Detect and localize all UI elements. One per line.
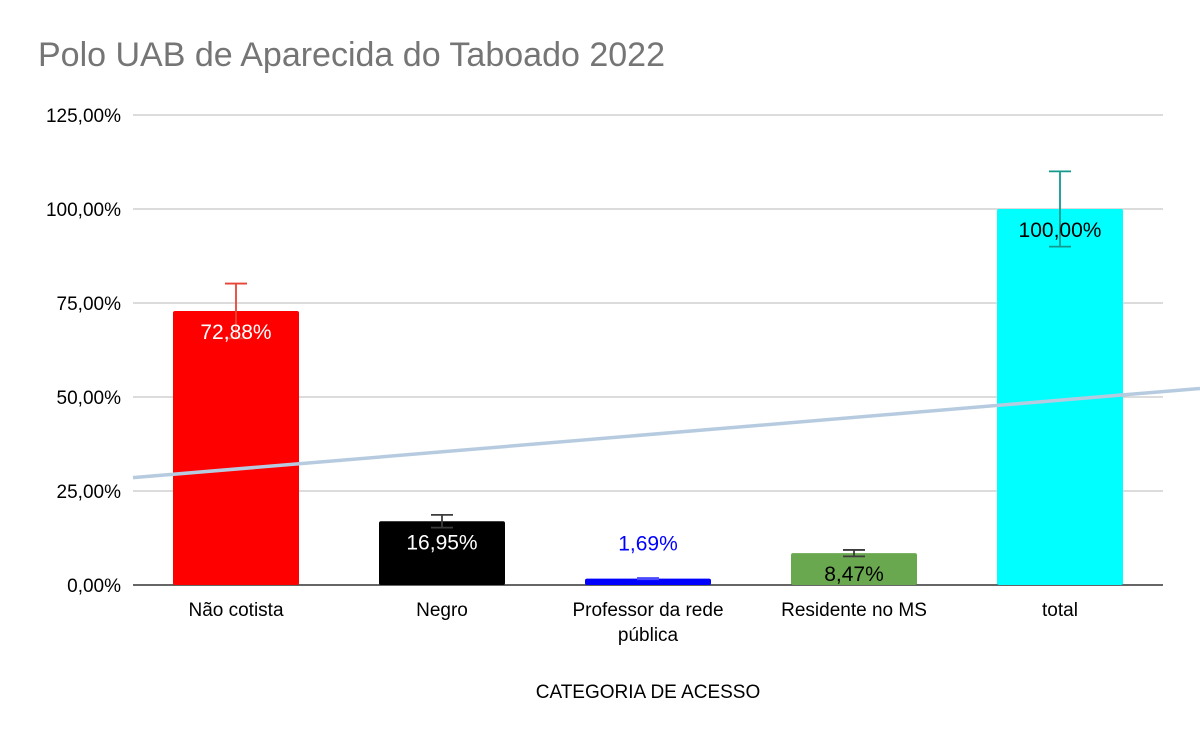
x-tick-label: Negro bbox=[416, 600, 468, 621]
bar bbox=[997, 209, 1123, 585]
trendline-layer bbox=[132, 386, 1200, 480]
bar bbox=[791, 553, 917, 585]
error-bar bbox=[637, 577, 659, 581]
trendline bbox=[132, 386, 1200, 480]
data-label: 1,69% bbox=[618, 533, 678, 556]
bar bbox=[173, 310, 299, 585]
error-bar bbox=[1049, 170, 1071, 248]
x-tick-label-line: total bbox=[1042, 600, 1078, 621]
x-tick-label: Não cotista bbox=[188, 600, 283, 621]
error-bar bbox=[225, 282, 247, 340]
y-tick-label: 0,00% bbox=[67, 576, 121, 597]
x-tick-label-line: Professor da rede bbox=[572, 600, 723, 621]
x-tick-label: Professor da rede pública bbox=[572, 600, 723, 646]
y-tick-label: 125,00% bbox=[46, 106, 121, 127]
error-bar bbox=[843, 549, 865, 558]
x-tick-label: Residente no MS bbox=[781, 600, 927, 621]
x-tick-label: total bbox=[1042, 600, 1078, 621]
bar bbox=[379, 521, 505, 585]
y-axis-ticks: 0,00% 25,00% 50,00% 75,00% 100,00% 125,00% bbox=[46, 106, 121, 597]
data-label: 100,00% bbox=[1019, 219, 1102, 242]
x-tick-label-line: pública bbox=[618, 625, 679, 646]
data-label: 8,47% bbox=[824, 563, 884, 586]
x-axis-ticks: Não cotista Negro Professor da rede pública… bbox=[188, 600, 1077, 646]
data-label: 72,88% bbox=[200, 321, 271, 344]
y-tick-label: 75,00% bbox=[57, 294, 122, 315]
x-axis-title: CATEGORIA DE ACESSO bbox=[535, 682, 761, 703]
gridlines bbox=[133, 114, 1163, 586]
bar bbox=[585, 578, 711, 585]
y-tick-label: 50,00% bbox=[57, 388, 122, 409]
y-tick-label: 25,00% bbox=[57, 482, 122, 503]
error-bars bbox=[225, 170, 1071, 581]
x-tick-label-line: Não cotista bbox=[188, 600, 283, 621]
error-bar bbox=[431, 513, 453, 529]
x-tick-label-line: Residente no MS bbox=[781, 600, 927, 621]
y-tick-label: 100,00% bbox=[46, 200, 121, 221]
chart-title: Polo UAB de Aparecida do Taboado 2022 bbox=[38, 36, 665, 74]
x-tick-label-line: Negro bbox=[416, 600, 468, 621]
bars bbox=[173, 209, 1123, 585]
data-label: 16,95% bbox=[406, 531, 477, 554]
data-labels: 72,88% 16,95% 1,69% 8,47% 100,00% bbox=[200, 219, 1101, 586]
